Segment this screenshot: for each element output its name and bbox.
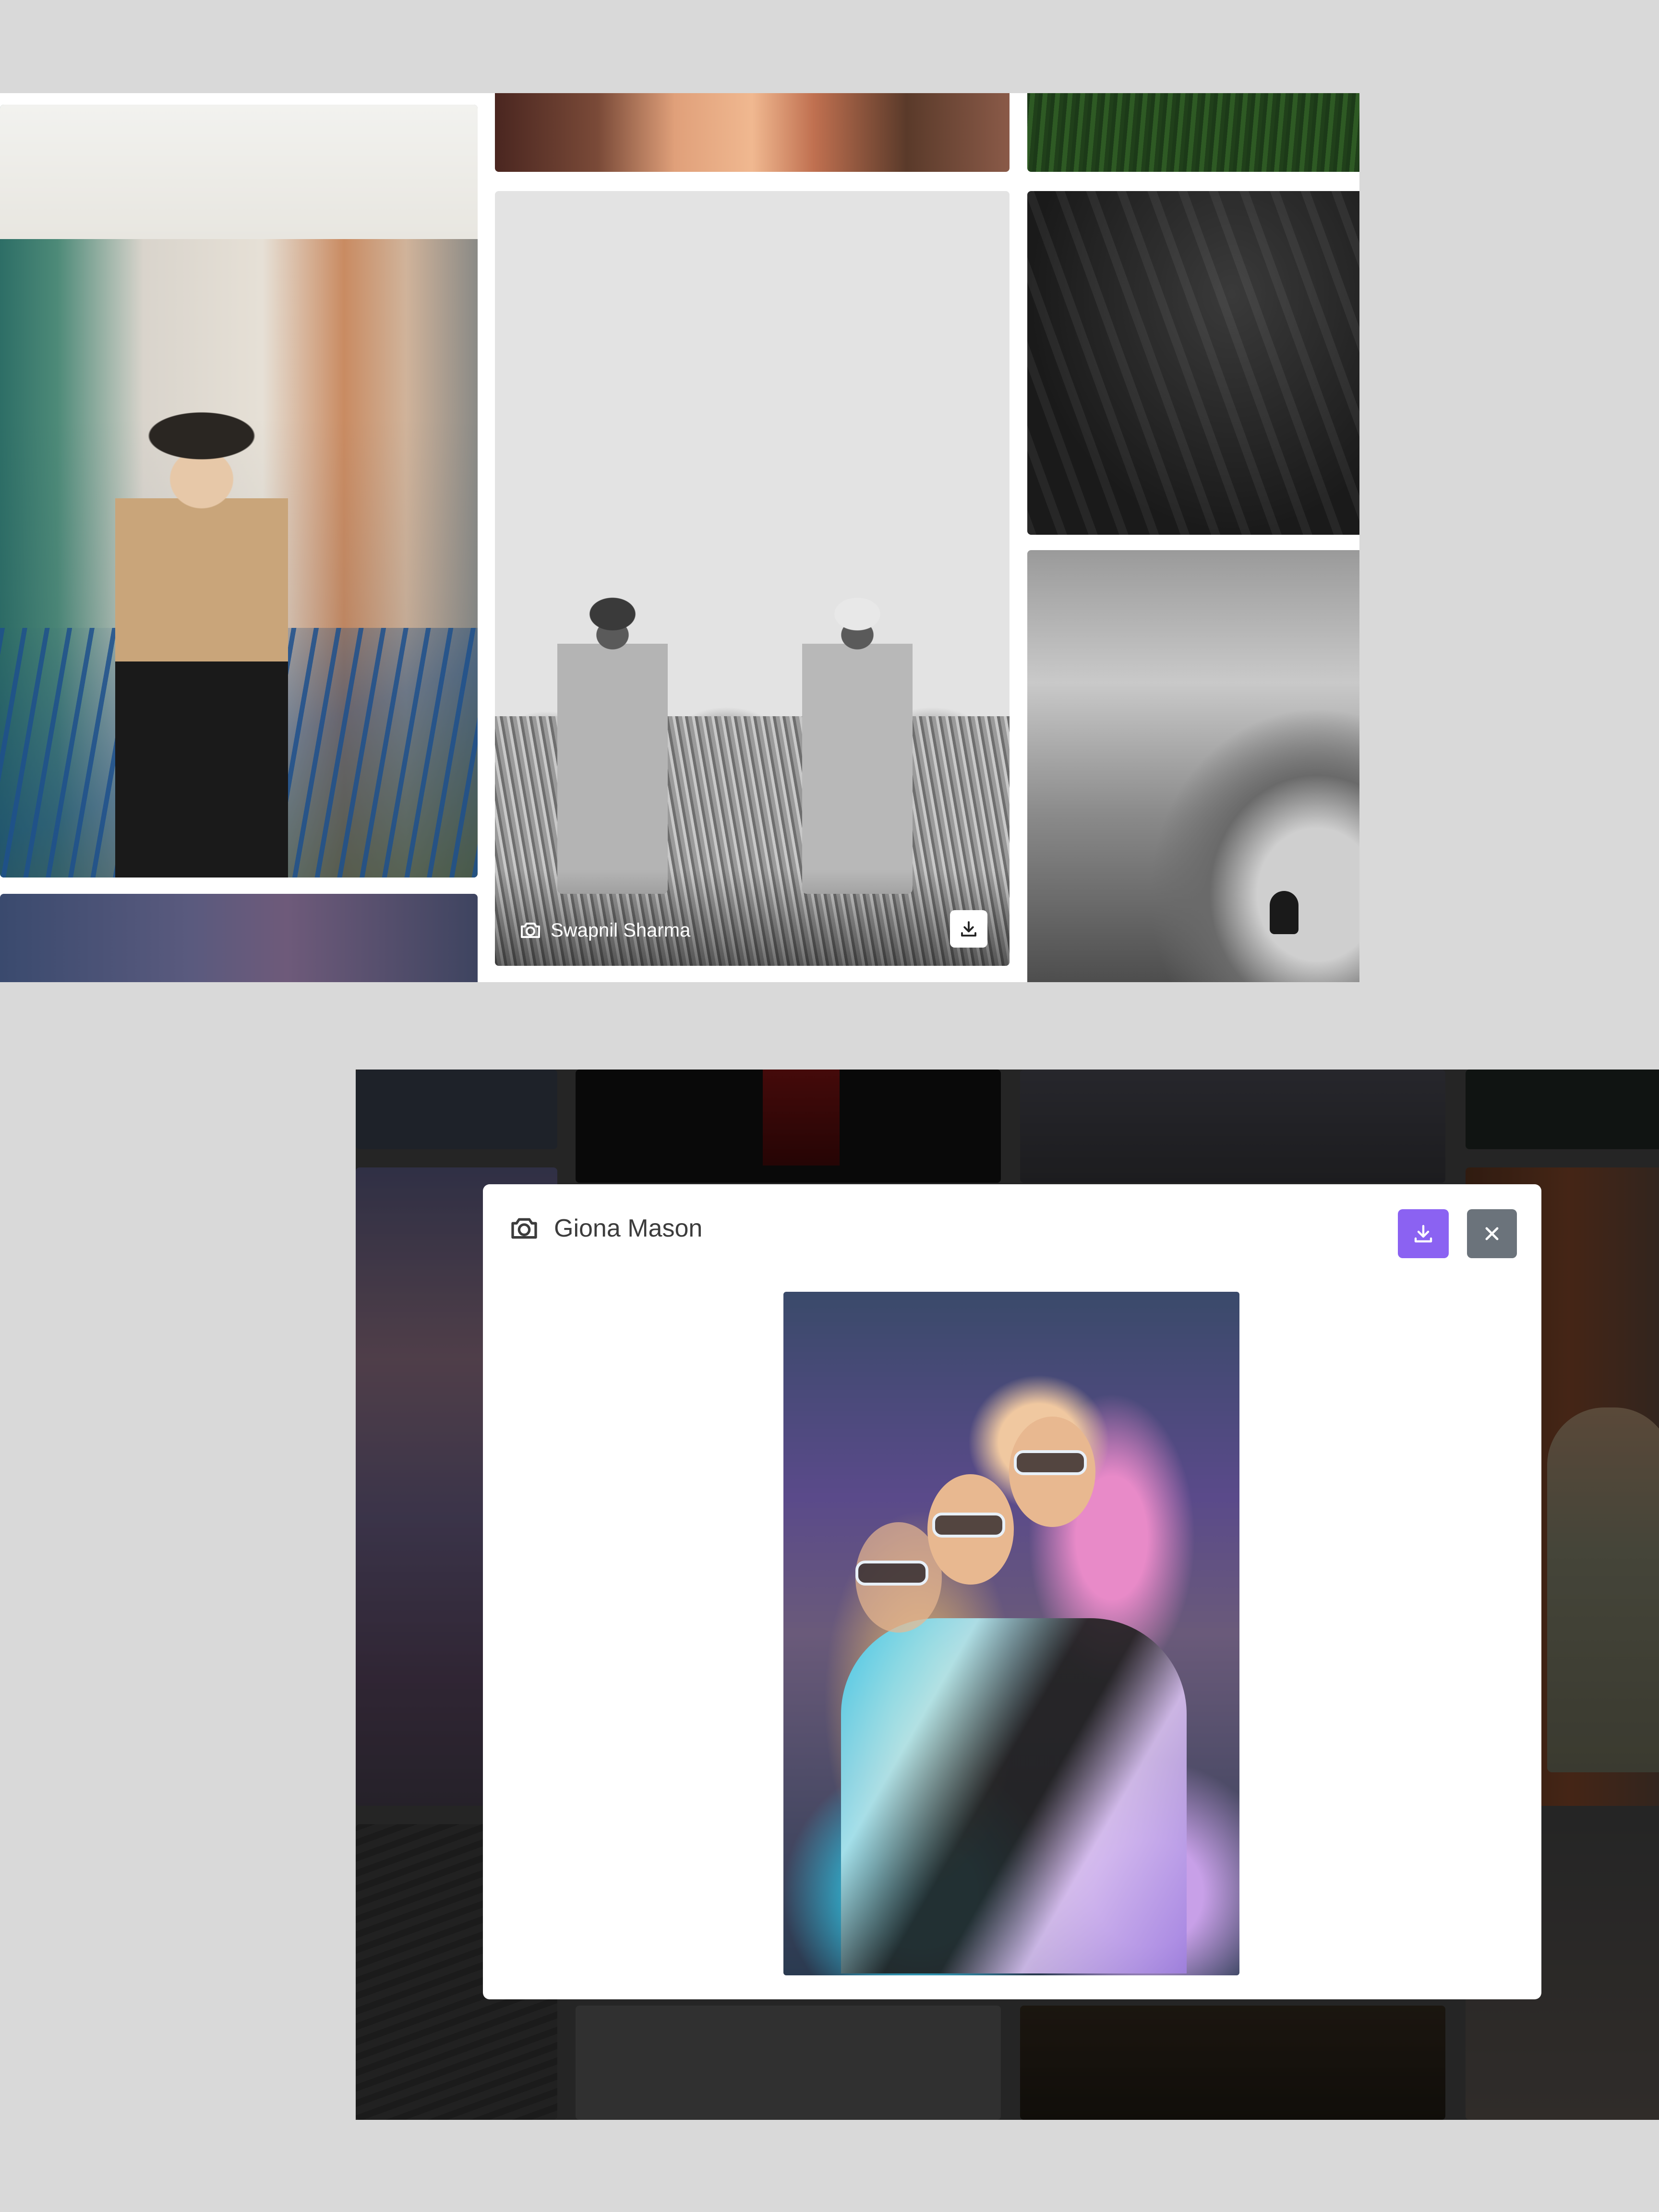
modal-close-button[interactable] bbox=[1467, 1209, 1517, 1258]
photo-tile[interactable] bbox=[1466, 1070, 1659, 1149]
photo-tile[interactable] bbox=[1020, 2006, 1445, 2120]
photo-tile-featured[interactable]: Swapnil Sharma bbox=[495, 191, 1010, 966]
photo-subject bbox=[115, 412, 288, 878]
card-download-button[interactable] bbox=[950, 910, 987, 948]
camera-icon bbox=[511, 1218, 537, 1239]
photo-tile[interactable] bbox=[576, 1070, 1001, 1183]
photo-tile-dark[interactable] bbox=[0, 894, 478, 982]
photo-sunglasses bbox=[855, 1561, 928, 1586]
download-icon bbox=[1414, 1225, 1432, 1243]
photographer-credit[interactable]: Swapnil Sharma bbox=[519, 919, 690, 942]
photo-subject bbox=[1547, 1407, 1659, 1772]
photo-detail bbox=[763, 1070, 840, 1166]
close-icon bbox=[1485, 1227, 1499, 1240]
photo-tile-hair[interactable] bbox=[495, 93, 1010, 172]
photo-tile[interactable] bbox=[356, 1070, 557, 1149]
photo-tile-wave[interactable] bbox=[1027, 550, 1359, 982]
photographer-name: Swapnil Sharma bbox=[551, 919, 691, 941]
photo-subject-left bbox=[557, 596, 668, 894]
photo-sunglasses bbox=[932, 1513, 1005, 1538]
photo-tile-street[interactable] bbox=[0, 105, 478, 878]
photo-sunglasses bbox=[1014, 1450, 1087, 1475]
photo-sky bbox=[0, 105, 478, 239]
gallery-grid-top: Swapnil Sharma bbox=[0, 93, 1359, 982]
photo-subject-right bbox=[802, 596, 913, 894]
photo-surfer bbox=[1270, 891, 1298, 934]
photo-tile-rock[interactable] bbox=[1027, 191, 1359, 535]
modal-title: Giona Mason bbox=[554, 1214, 703, 1242]
download-icon bbox=[961, 921, 976, 937]
photo-jacket bbox=[841, 1618, 1187, 1973]
photo-tile[interactable] bbox=[576, 2006, 1001, 2120]
camera-icon bbox=[521, 923, 540, 938]
photo-tile[interactable] bbox=[1020, 1070, 1445, 1183]
card-hover-overlay bbox=[495, 870, 1010, 966]
modal-header: Giona Mason bbox=[509, 1213, 702, 1244]
photo-tile-forest[interactable] bbox=[1027, 93, 1359, 172]
photo-modal: Giona Mason bbox=[483, 1184, 1541, 1999]
modal-photo bbox=[783, 1292, 1239, 1975]
modal-download-button[interactable] bbox=[1398, 1209, 1449, 1258]
